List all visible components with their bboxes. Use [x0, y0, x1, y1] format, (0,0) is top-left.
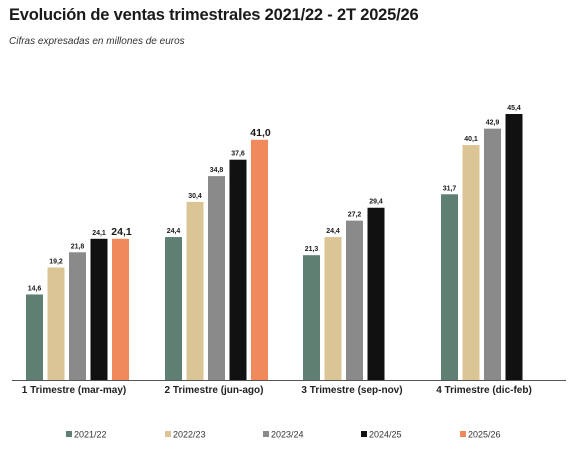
data-label: 14,6	[28, 285, 42, 292]
bar-2021-22-q2	[165, 237, 182, 380]
category-label: 2 Trimestre (jun-ago)	[165, 385, 264, 396]
legend-label: 2021/22	[74, 430, 107, 440]
bar-2025-26-q2	[251, 139, 268, 380]
data-label: 21,3	[305, 246, 319, 253]
legend-swatch	[361, 431, 367, 437]
category-label: 3 Trimestre (sep-nov)	[301, 385, 402, 396]
data-label: 24,1	[92, 230, 106, 237]
data-label: 30,4	[188, 193, 202, 200]
data-label: 24,1	[111, 226, 132, 238]
bar-2021-22-q3	[303, 255, 320, 380]
bar-2023-24-q3	[346, 220, 363, 380]
category-label: 1 Trimestre (mar-may)	[22, 385, 127, 396]
bar-2022-23-q1	[47, 267, 65, 380]
data-label: 45,4	[507, 105, 521, 112]
data-label: 24,4	[326, 228, 340, 235]
legend-label: 2024/25	[369, 430, 402, 440]
category-label: 4 Trimestre (dic-feb)	[436, 385, 532, 396]
data-label: 31,7	[443, 185, 457, 192]
data-label: 24,4	[167, 228, 181, 235]
bar-2021-22-q4	[441, 194, 458, 380]
bar-2023-24-q1	[69, 252, 86, 380]
bar-2023-24-q2	[208, 176, 225, 380]
data-label: 42,9	[486, 120, 500, 127]
bar-2023-24-q4	[484, 128, 501, 380]
legend-label: 2023/24	[271, 430, 304, 440]
data-label: 19,2	[49, 259, 63, 266]
legend-label: 2025/26	[468, 430, 501, 440]
bar-2022-23-q4	[462, 145, 480, 380]
bar-2024-25-q3	[367, 207, 385, 380]
chart-title: Evolución de ventas trimestrales 2021/22…	[9, 6, 419, 24]
data-label: 41,0	[250, 127, 271, 139]
legend-label: 2022/23	[173, 430, 206, 440]
bar-2022-23-q3	[324, 237, 342, 380]
chart-subtitle: Cifras expresadas en millones de euros	[9, 36, 185, 47]
bar-2024-25-q4	[505, 114, 523, 380]
data-label: 21,8	[71, 243, 85, 250]
data-label: 40,1	[464, 136, 478, 143]
legend-swatch	[460, 431, 466, 437]
legend-swatch	[263, 431, 269, 437]
bar-2021-22-q1	[26, 294, 43, 380]
bar-2025-26-q1	[112, 238, 129, 380]
bar-2024-25-q2	[229, 159, 247, 380]
data-label: 27,2	[348, 212, 362, 219]
bar-2022-23-q2	[186, 201, 204, 380]
data-label: 37,6	[231, 151, 245, 158]
data-label: 29,4	[369, 199, 383, 206]
legend-swatch	[165, 431, 171, 437]
bar-2024-25-q1	[90, 238, 108, 380]
data-label: 34,8	[210, 167, 224, 174]
legend-swatch	[66, 431, 72, 437]
